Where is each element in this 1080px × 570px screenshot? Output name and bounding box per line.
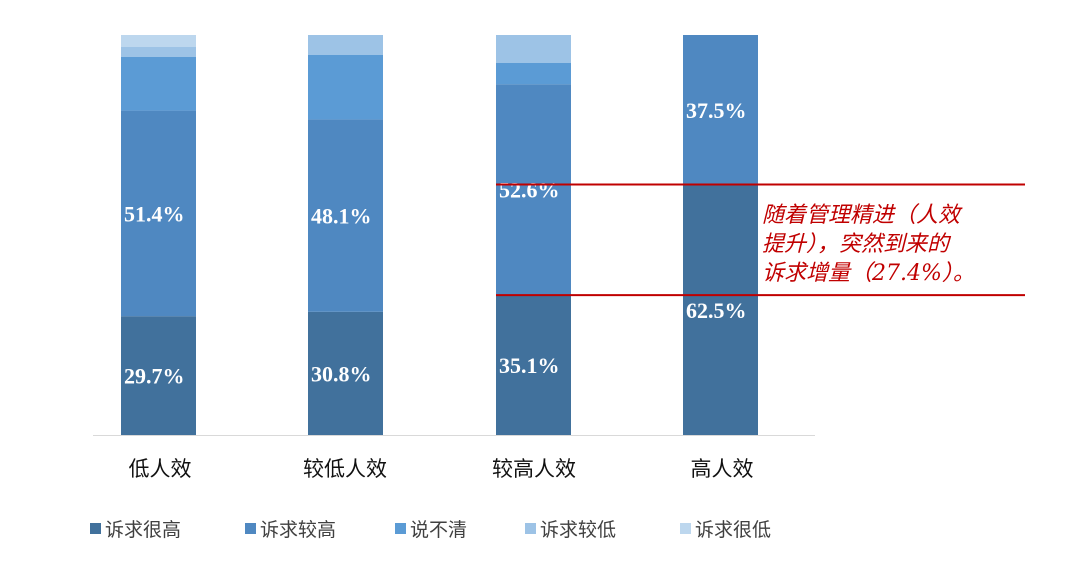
bar-segment [121,47,196,57]
data-label: 29.7% [124,364,185,389]
data-label: 52.6% [499,177,560,202]
bar-segment [496,35,571,63]
bar-segment [308,35,383,55]
data-label: 35.1% [499,353,560,378]
legend-item: 说不清 [395,519,467,541]
x-tick-label: 低人效 [129,457,192,481]
bar-segment [496,294,571,435]
annotation-text-line: 诉求增量（27.4%）。 [762,261,975,286]
annotation-text-line: 随着管理精进（人效 [762,203,963,228]
data-label: 30.8% [311,361,372,386]
bar-segment [121,110,196,317]
x-tick-label: 较高人效 [492,457,576,481]
bar-segment [683,185,758,435]
data-label: 62.5% [686,298,747,323]
bar-segment [683,35,758,185]
legend-label: 诉求较高 [260,519,336,541]
legend-label: 诉求很高 [105,519,181,541]
legend-swatch [245,523,256,534]
x-tick-label: 较低人效 [303,457,387,481]
legend-swatch [90,523,101,534]
legend-swatch [395,523,406,534]
legend-label: 诉求较低 [540,519,616,541]
bar-segment [496,63,571,85]
legend-label: 说不清 [410,519,467,541]
annotation-text-line: 提升），突然到来的 [762,232,952,257]
legend-swatch [525,523,536,534]
bar-segment [308,311,383,435]
bar-segment [121,57,196,111]
data-label: 37.5% [686,98,747,123]
x-tick-label: 高人效 [691,457,754,481]
legend-item: 诉求较低 [525,519,616,541]
legend-item: 诉求较高 [245,519,336,541]
legend-item: 诉求很高 [90,519,181,541]
data-label: 51.4% [124,201,185,226]
legend-item: 诉求很低 [680,519,771,541]
data-label: 48.1% [311,204,372,229]
bar-segment [496,84,571,295]
legend-label: 诉求很低 [695,519,771,541]
bar-segment [121,316,196,435]
legend-swatch [680,523,691,534]
bar-segment [121,35,196,47]
bar-segment [308,55,383,120]
bar-segment [308,119,383,312]
